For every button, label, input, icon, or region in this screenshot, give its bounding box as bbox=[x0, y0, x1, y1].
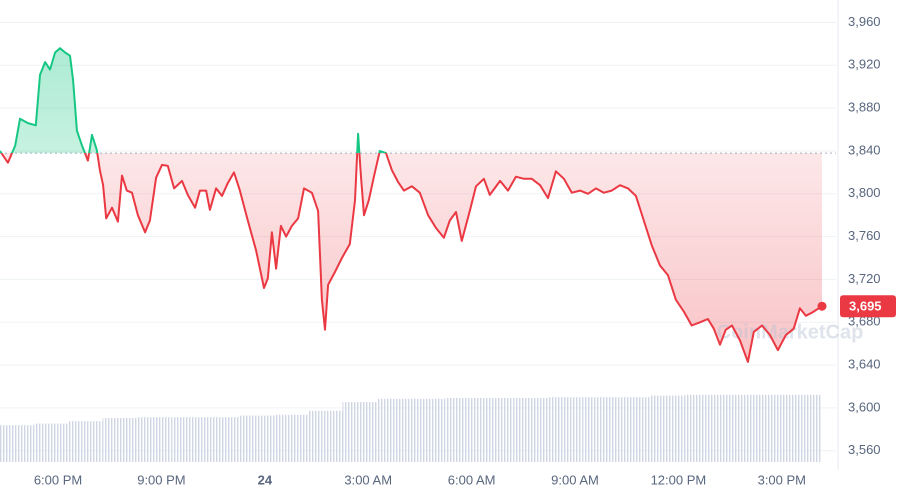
volume-bar bbox=[513, 398, 548, 462]
volume-bar bbox=[308, 410, 343, 462]
volume-bar bbox=[753, 394, 788, 462]
volume-bar bbox=[787, 394, 822, 462]
y-tick-label: 3,880 bbox=[848, 100, 881, 115]
area-up bbox=[0, 48, 386, 154]
x-tick-label: 24 bbox=[258, 472, 273, 487]
volume-bar bbox=[411, 398, 446, 462]
y-tick-label: 3,720 bbox=[848, 271, 881, 286]
y-tick-label: 3,800 bbox=[848, 185, 881, 200]
volume-bar bbox=[205, 417, 240, 462]
volume-bar bbox=[239, 415, 274, 462]
last-point bbox=[817, 301, 827, 311]
volume-bar bbox=[137, 417, 172, 462]
volume-bar bbox=[68, 421, 103, 462]
volume-bar bbox=[274, 414, 309, 462]
volume-bar bbox=[0, 425, 35, 462]
x-tick-label: 12:00 PM bbox=[651, 472, 707, 487]
y-tick-label: 3,920 bbox=[848, 57, 881, 72]
volume-bar bbox=[479, 398, 514, 462]
area-down bbox=[0, 153, 822, 362]
x-tick-label: 9:00 AM bbox=[551, 472, 599, 487]
x-tick-label: 3:00 PM bbox=[758, 472, 806, 487]
y-tick-label: 3,600 bbox=[848, 399, 881, 414]
volume-bar bbox=[548, 397, 583, 462]
volume-bar bbox=[445, 398, 480, 462]
volume-bar bbox=[582, 397, 617, 462]
y-tick-label: 3,560 bbox=[848, 442, 881, 457]
price-line-down bbox=[0, 153, 823, 363]
volume-bar bbox=[34, 423, 69, 462]
volume-bar bbox=[685, 394, 720, 462]
volume-bar bbox=[342, 402, 377, 462]
volume-bar bbox=[376, 398, 411, 462]
x-tick-label: 6:00 PM bbox=[34, 472, 82, 487]
volume-bar bbox=[102, 418, 137, 462]
volume-bar bbox=[719, 394, 754, 462]
y-tick-label: 3,840 bbox=[848, 142, 881, 157]
volume-bar bbox=[616, 397, 651, 462]
x-tick-label: 3:00 AM bbox=[344, 472, 392, 487]
y-tick-label: 3,960 bbox=[848, 14, 881, 29]
volume-bar bbox=[650, 395, 685, 462]
y-tick-label: 3,760 bbox=[848, 228, 881, 243]
volume-bar bbox=[171, 417, 206, 462]
x-tick-label: 6:00 AM bbox=[448, 472, 496, 487]
price-tag-label: 3,695 bbox=[849, 299, 882, 314]
x-tick-label: 9:00 PM bbox=[137, 472, 185, 487]
price-tag bbox=[840, 295, 896, 318]
y-tick-label: 3,640 bbox=[848, 357, 881, 372]
y-tick-label: 3,680 bbox=[848, 314, 881, 329]
